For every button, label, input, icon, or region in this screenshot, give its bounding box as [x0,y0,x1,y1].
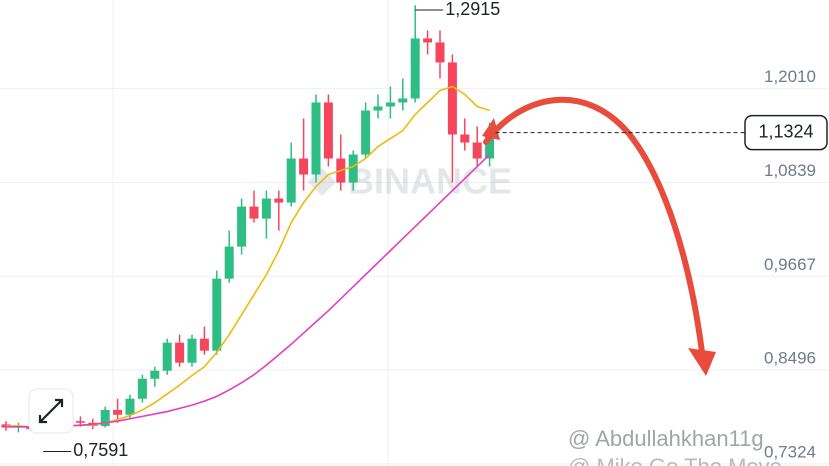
candle-body [323,102,333,159]
candle-body [113,409,123,415]
credit: @ Abdullahkhan11g [568,426,764,451]
candle-body [224,246,234,279]
y-tick-label: 1,2010 [764,67,816,86]
candle-body [199,338,209,351]
credit: @ Mike Go The Move [568,454,782,466]
last-price-label: 1,1324 [758,121,813,141]
y-tick-label: 0,8496 [764,349,816,368]
candle-body [100,409,110,426]
min-label: 0,7591 [73,440,128,460]
candle-body [274,198,284,203]
y-tick-label: 1,0839 [764,161,816,180]
y-tick-label: 0,7324 [764,442,816,461]
y-tick-label: 0,9667 [764,255,816,274]
candle-body [125,398,135,415]
candle-body [472,142,482,159]
candle-body [212,278,222,351]
candle-body [447,62,457,135]
candle-body [162,342,172,371]
last-price-box [744,114,828,151]
candle-body [398,98,408,103]
max-label: 1,2915 [445,0,500,19]
arrow-tail [482,118,500,140]
candle-body [348,154,358,183]
candle-body [286,158,296,203]
candle-body [423,38,433,43]
moving-average [6,85,490,429]
candle-body [385,102,395,107]
plot [1,5,495,433]
candle-body [150,370,160,379]
candle-body [187,338,197,363]
candle-body [460,134,470,143]
candle-body [137,378,147,399]
moving-average [6,153,491,428]
candle-body [237,206,247,247]
grid [0,88,829,465]
candle-body [435,42,445,63]
candle-body [373,106,383,111]
watermark: BINANCE [348,161,512,202]
candle-body [249,206,259,219]
candle-body [485,132,495,159]
candle-body [75,421,85,423]
candle-body [361,110,371,155]
candle-body [261,198,271,219]
arrow [483,96,705,355]
arrow-head [688,348,716,376]
candle-body [311,102,321,175]
candle-body [175,342,185,363]
candle-body [410,38,420,99]
expand-button[interactable] [28,388,74,434]
candle-body [299,158,309,175]
